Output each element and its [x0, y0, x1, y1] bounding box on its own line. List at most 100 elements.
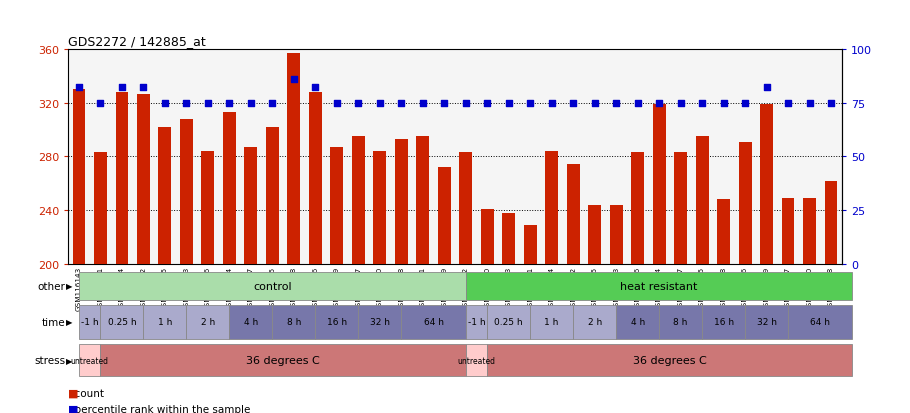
- Point: [480, 100, 494, 107]
- Text: -1 h: -1 h: [468, 318, 485, 327]
- Text: ▶: ▶: [66, 282, 73, 290]
- Text: count: count: [68, 388, 105, 398]
- Bar: [223, 113, 236, 264]
- Bar: [266, 127, 278, 264]
- Text: 16 h: 16 h: [327, 318, 347, 327]
- Bar: [632, 153, 644, 264]
- Text: 32 h: 32 h: [369, 318, 389, 327]
- Bar: [359, 306, 401, 339]
- Text: 32 h: 32 h: [756, 318, 776, 327]
- Bar: [245, 147, 258, 264]
- Bar: [610, 205, 622, 264]
- Bar: [460, 153, 472, 264]
- Point: [372, 100, 387, 107]
- Bar: [416, 137, 430, 264]
- Text: 4 h: 4 h: [244, 318, 258, 327]
- Text: 0.25 h: 0.25 h: [107, 318, 136, 327]
- Bar: [395, 140, 408, 264]
- Bar: [567, 165, 580, 264]
- Bar: [616, 306, 659, 339]
- Point: [566, 100, 581, 107]
- Text: 2 h: 2 h: [201, 318, 215, 327]
- Point: [136, 85, 151, 92]
- Bar: [180, 119, 193, 264]
- Text: untreated: untreated: [458, 356, 495, 365]
- Bar: [588, 205, 602, 264]
- Point: [244, 100, 258, 107]
- Point: [351, 100, 366, 107]
- Bar: [352, 137, 365, 264]
- Bar: [438, 168, 450, 264]
- Point: [716, 100, 731, 107]
- Bar: [308, 93, 322, 264]
- Point: [265, 100, 279, 107]
- Bar: [824, 181, 837, 264]
- Bar: [144, 306, 187, 339]
- Bar: [782, 199, 794, 264]
- Text: untreated: untreated: [71, 356, 108, 365]
- Point: [609, 100, 623, 107]
- Bar: [73, 90, 86, 264]
- Bar: [187, 306, 229, 339]
- Bar: [100, 306, 144, 339]
- Point: [544, 100, 559, 107]
- Bar: [695, 137, 709, 264]
- Bar: [487, 344, 853, 376]
- Text: 64 h: 64 h: [423, 318, 443, 327]
- Point: [72, 85, 86, 92]
- Bar: [330, 147, 343, 264]
- Point: [459, 100, 473, 107]
- Point: [308, 85, 323, 92]
- Point: [416, 100, 430, 107]
- Point: [759, 85, 774, 92]
- Text: other: other: [37, 281, 66, 291]
- Text: 36 degrees C: 36 degrees C: [247, 355, 320, 366]
- Bar: [94, 153, 107, 264]
- Point: [631, 100, 645, 107]
- Text: 0.25 h: 0.25 h: [494, 318, 523, 327]
- Bar: [573, 306, 616, 339]
- Bar: [288, 54, 300, 264]
- Bar: [545, 152, 558, 264]
- Point: [824, 100, 838, 107]
- Point: [179, 100, 194, 107]
- Text: -1 h: -1 h: [81, 318, 98, 327]
- Point: [523, 100, 538, 107]
- Text: 1 h: 1 h: [157, 318, 172, 327]
- Bar: [703, 306, 745, 339]
- Bar: [739, 142, 752, 264]
- Bar: [137, 95, 150, 264]
- Text: 8 h: 8 h: [287, 318, 301, 327]
- Text: 4 h: 4 h: [631, 318, 645, 327]
- Bar: [760, 104, 773, 264]
- Text: 64 h: 64 h: [810, 318, 830, 327]
- Bar: [466, 306, 487, 339]
- Bar: [79, 272, 466, 300]
- Bar: [272, 306, 316, 339]
- Point: [115, 85, 129, 92]
- Text: control: control: [253, 281, 292, 291]
- Text: 8 h: 8 h: [673, 318, 688, 327]
- Point: [93, 100, 107, 107]
- Bar: [100, 344, 466, 376]
- Bar: [79, 344, 100, 376]
- Bar: [674, 153, 687, 264]
- Point: [738, 100, 753, 107]
- Bar: [79, 306, 100, 339]
- Text: time: time: [42, 317, 66, 327]
- Text: ■: ■: [68, 404, 79, 413]
- Text: stress: stress: [35, 355, 66, 366]
- Bar: [788, 306, 853, 339]
- Bar: [466, 272, 853, 300]
- Point: [222, 100, 237, 107]
- Point: [781, 100, 795, 107]
- Text: ▶: ▶: [66, 356, 73, 365]
- Bar: [158, 127, 171, 264]
- Bar: [201, 152, 215, 264]
- Bar: [652, 104, 665, 264]
- Bar: [373, 152, 386, 264]
- Bar: [401, 306, 466, 339]
- Text: heat resistant: heat resistant: [621, 281, 698, 291]
- Bar: [502, 214, 515, 264]
- Text: 16 h: 16 h: [713, 318, 733, 327]
